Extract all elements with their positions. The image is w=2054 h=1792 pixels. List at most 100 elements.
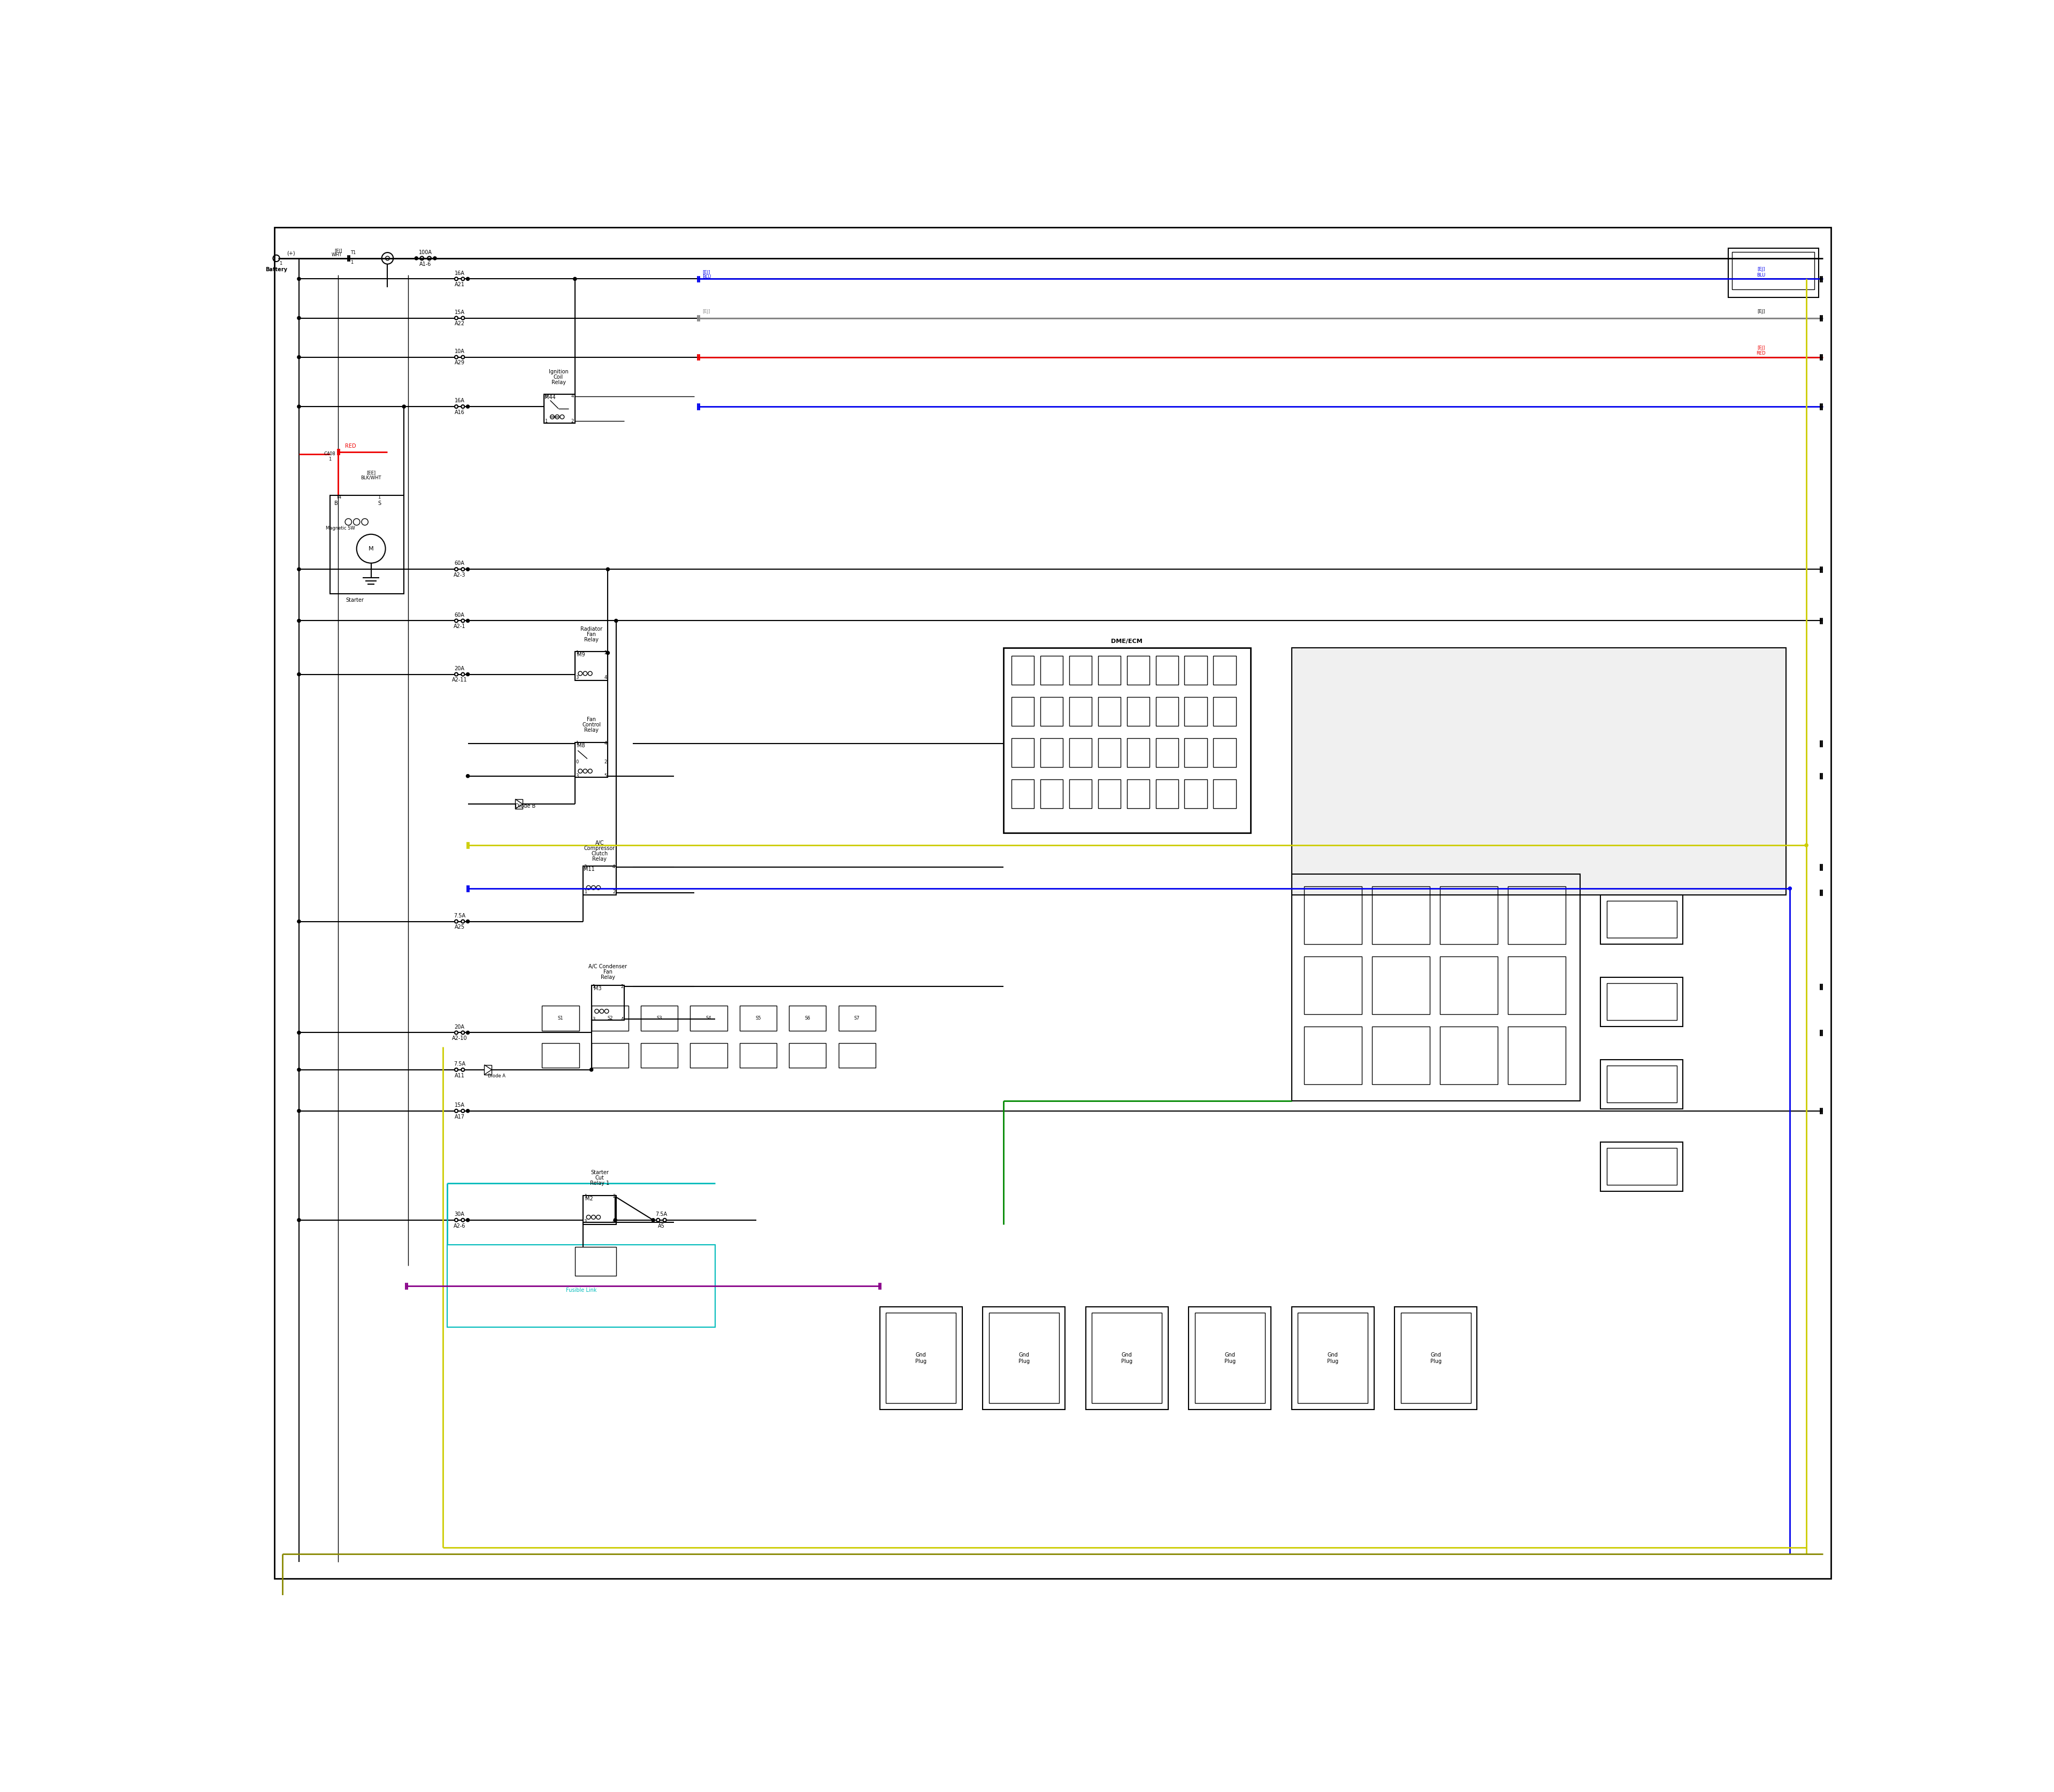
Bar bbox=[1070, 656, 1093, 685]
Bar bbox=[1606, 901, 1676, 937]
Bar bbox=[1304, 1027, 1362, 1084]
Bar bbox=[583, 1195, 616, 1224]
Text: T1: T1 bbox=[351, 251, 355, 254]
Circle shape bbox=[573, 278, 577, 281]
Circle shape bbox=[466, 919, 470, 923]
Text: Cut: Cut bbox=[596, 1176, 604, 1181]
Bar bbox=[1099, 780, 1121, 808]
Text: 1: 1 bbox=[575, 742, 579, 745]
Bar bbox=[1606, 1066, 1676, 1102]
Text: A21: A21 bbox=[454, 281, 464, 287]
Text: 4: 4 bbox=[612, 866, 616, 869]
Bar bbox=[583, 866, 616, 894]
Text: 1: 1 bbox=[575, 650, 579, 656]
Text: 4: 4 bbox=[612, 1219, 616, 1224]
Text: BLK/WHT: BLK/WHT bbox=[362, 475, 382, 480]
Text: Diode B: Diode B bbox=[516, 803, 536, 808]
Text: 3: 3 bbox=[583, 866, 587, 869]
Text: 4: 4 bbox=[604, 676, 608, 679]
Bar bbox=[1156, 780, 1179, 808]
Bar bbox=[1039, 738, 1064, 767]
Bar bbox=[1508, 957, 1565, 1014]
Circle shape bbox=[589, 1068, 594, 1072]
Bar bbox=[879, 1306, 961, 1410]
Bar bbox=[838, 1043, 875, 1068]
Circle shape bbox=[298, 1030, 300, 1034]
Text: 1: 1 bbox=[279, 262, 281, 265]
Bar bbox=[988, 1314, 1060, 1403]
Text: 1: 1 bbox=[592, 984, 596, 989]
Text: B: B bbox=[335, 500, 337, 505]
Bar bbox=[690, 1005, 727, 1030]
Text: [EJ]: [EJ] bbox=[1758, 308, 1764, 314]
Circle shape bbox=[298, 1219, 300, 1222]
Text: 2: 2 bbox=[571, 419, 573, 423]
Bar bbox=[1087, 1306, 1169, 1410]
Text: Fan: Fan bbox=[587, 631, 596, 636]
Text: Fan: Fan bbox=[604, 969, 612, 975]
Circle shape bbox=[466, 1219, 470, 1222]
Bar bbox=[1156, 697, 1179, 726]
Bar bbox=[789, 1043, 826, 1068]
Text: [EJ]: [EJ] bbox=[702, 271, 711, 274]
Bar bbox=[575, 1247, 616, 1276]
Text: A17: A17 bbox=[454, 1115, 464, 1120]
Bar bbox=[1292, 1306, 1374, 1410]
Text: 4: 4 bbox=[571, 394, 573, 398]
Text: [EJ]: [EJ] bbox=[702, 308, 711, 314]
Bar bbox=[542, 1005, 579, 1030]
Text: 3: 3 bbox=[583, 1219, 587, 1224]
Bar bbox=[690, 1043, 727, 1068]
Bar bbox=[1128, 738, 1150, 767]
Text: S1: S1 bbox=[559, 1016, 563, 1021]
Bar bbox=[544, 394, 575, 423]
Bar bbox=[1440, 1027, 1497, 1084]
Circle shape bbox=[614, 1219, 616, 1222]
Circle shape bbox=[298, 919, 300, 923]
Text: 100A: 100A bbox=[419, 249, 431, 254]
Bar bbox=[1011, 697, 1033, 726]
Text: Relay: Relay bbox=[583, 636, 598, 642]
Text: A1-6: A1-6 bbox=[419, 262, 431, 267]
Text: A/C: A/C bbox=[596, 840, 604, 846]
Bar bbox=[485, 1064, 491, 1075]
Bar bbox=[542, 1043, 579, 1068]
Bar bbox=[1093, 1314, 1163, 1403]
Circle shape bbox=[614, 618, 618, 622]
Bar bbox=[1002, 647, 1251, 833]
Circle shape bbox=[466, 672, 470, 676]
Bar bbox=[739, 1043, 776, 1068]
Circle shape bbox=[466, 1030, 470, 1034]
Bar bbox=[1372, 957, 1430, 1014]
Bar bbox=[739, 1005, 776, 1030]
Text: 3: 3 bbox=[592, 1016, 596, 1021]
Circle shape bbox=[298, 1068, 300, 1072]
Text: Magnetic SW: Magnetic SW bbox=[325, 525, 355, 530]
Text: S3: S3 bbox=[657, 1016, 661, 1021]
Text: A29: A29 bbox=[454, 360, 464, 366]
Circle shape bbox=[298, 278, 300, 281]
Text: M2: M2 bbox=[585, 1195, 594, 1201]
Text: 7.5A: 7.5A bbox=[655, 1211, 668, 1217]
Text: M8: M8 bbox=[577, 744, 585, 749]
Text: [EI]: [EI] bbox=[335, 249, 343, 253]
Bar bbox=[1214, 738, 1237, 767]
Bar bbox=[838, 1005, 875, 1030]
Text: WHT: WHT bbox=[331, 253, 343, 258]
Text: 2: 2 bbox=[612, 889, 616, 894]
Bar bbox=[1039, 697, 1064, 726]
Text: 16A: 16A bbox=[454, 398, 464, 403]
Circle shape bbox=[298, 317, 300, 319]
Circle shape bbox=[298, 568, 300, 572]
Text: S: S bbox=[378, 500, 380, 505]
Bar bbox=[1156, 656, 1179, 685]
Circle shape bbox=[466, 568, 470, 572]
Circle shape bbox=[433, 256, 438, 260]
Text: Clutch: Clutch bbox=[592, 851, 608, 857]
Text: 5: 5 bbox=[604, 774, 608, 778]
Bar bbox=[1292, 874, 1580, 1100]
Bar bbox=[1304, 957, 1362, 1014]
Text: 2: 2 bbox=[612, 1193, 616, 1199]
Bar bbox=[641, 1043, 678, 1068]
Text: 7.5A: 7.5A bbox=[454, 912, 466, 918]
